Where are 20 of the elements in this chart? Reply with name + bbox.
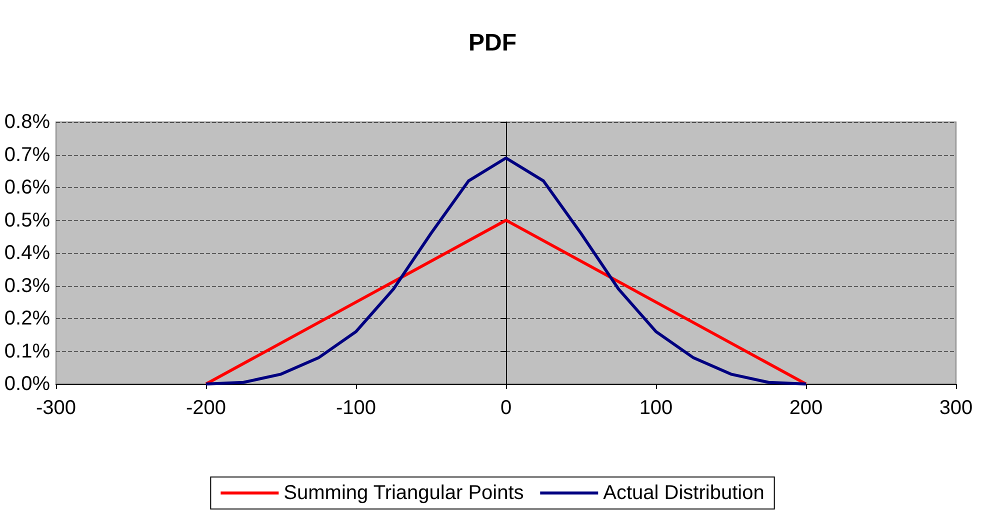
legend-label: Summing Triangular Points [284,482,524,504]
x-tick-label: -200 [186,397,226,419]
y-tick-label: 0.2% [4,308,50,330]
x-tick-label: -100 [336,397,376,419]
legend-label: Actual Distribution [603,482,764,504]
y-tick-label: 0.1% [4,340,50,362]
y-tick-label: 0.7% [4,144,50,166]
chart-title: PDF [468,30,516,56]
x-tick-label: 300 [939,397,973,419]
x-tick-label: -300 [36,397,76,419]
y-tick-label: 0.8% [4,111,50,133]
x-tick-label: 100 [639,397,673,419]
x-tick-label: 200 [789,397,823,419]
y-tick-label: 0.0% [4,373,50,395]
y-tick-label: 0.5% [4,209,50,232]
y-tick-label: 0.6% [4,176,50,198]
line-series [204,156,808,386]
x-tick-label: 0 [500,397,512,419]
y-tick-label: 0.3% [4,274,50,297]
y-tick-label: 0.4% [4,242,50,264]
